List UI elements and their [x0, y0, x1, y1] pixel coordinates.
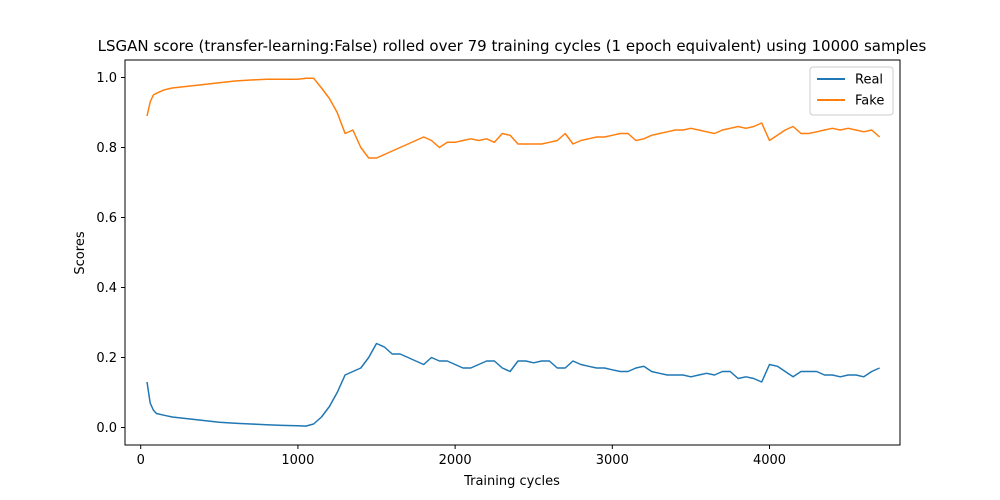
- series-line-fake: [146, 77, 881, 159]
- y-tick-label: 0.2: [96, 351, 117, 366]
- y-tick-label: 0.4: [96, 281, 117, 296]
- x-axis: 0 1000 2000 3000 4000: [137, 445, 786, 468]
- x-axis-label: Training cycles: [463, 474, 560, 489]
- y-axis: 0.0 0.2 0.4 0.6 0.8 1.0: [96, 71, 125, 436]
- x-tick-label: 4000: [753, 453, 786, 468]
- y-tick-label: 0.8: [96, 141, 117, 156]
- y-tick-label: 0.0: [96, 421, 117, 436]
- y-axis-label: Scores: [73, 231, 88, 274]
- x-tick-label: 0: [137, 453, 145, 468]
- plot-area: [124, 59, 901, 446]
- x-tick-label: 1000: [281, 453, 314, 468]
- legend-label-real: Real: [855, 73, 883, 88]
- chart-title: LSGAN score (transfer-learning:False) ro…: [98, 37, 927, 55]
- x-tick-label: 3000: [596, 453, 629, 468]
- y-tick-label: 1.0: [96, 71, 117, 86]
- series-lines: [146, 77, 881, 427]
- legend-label-fake: Fake: [855, 94, 884, 109]
- series-line-real: [146, 342, 880, 427]
- x-tick-label: 2000: [439, 453, 472, 468]
- y-tick-label: 0.6: [96, 211, 117, 226]
- legend: Real Fake: [809, 66, 894, 116]
